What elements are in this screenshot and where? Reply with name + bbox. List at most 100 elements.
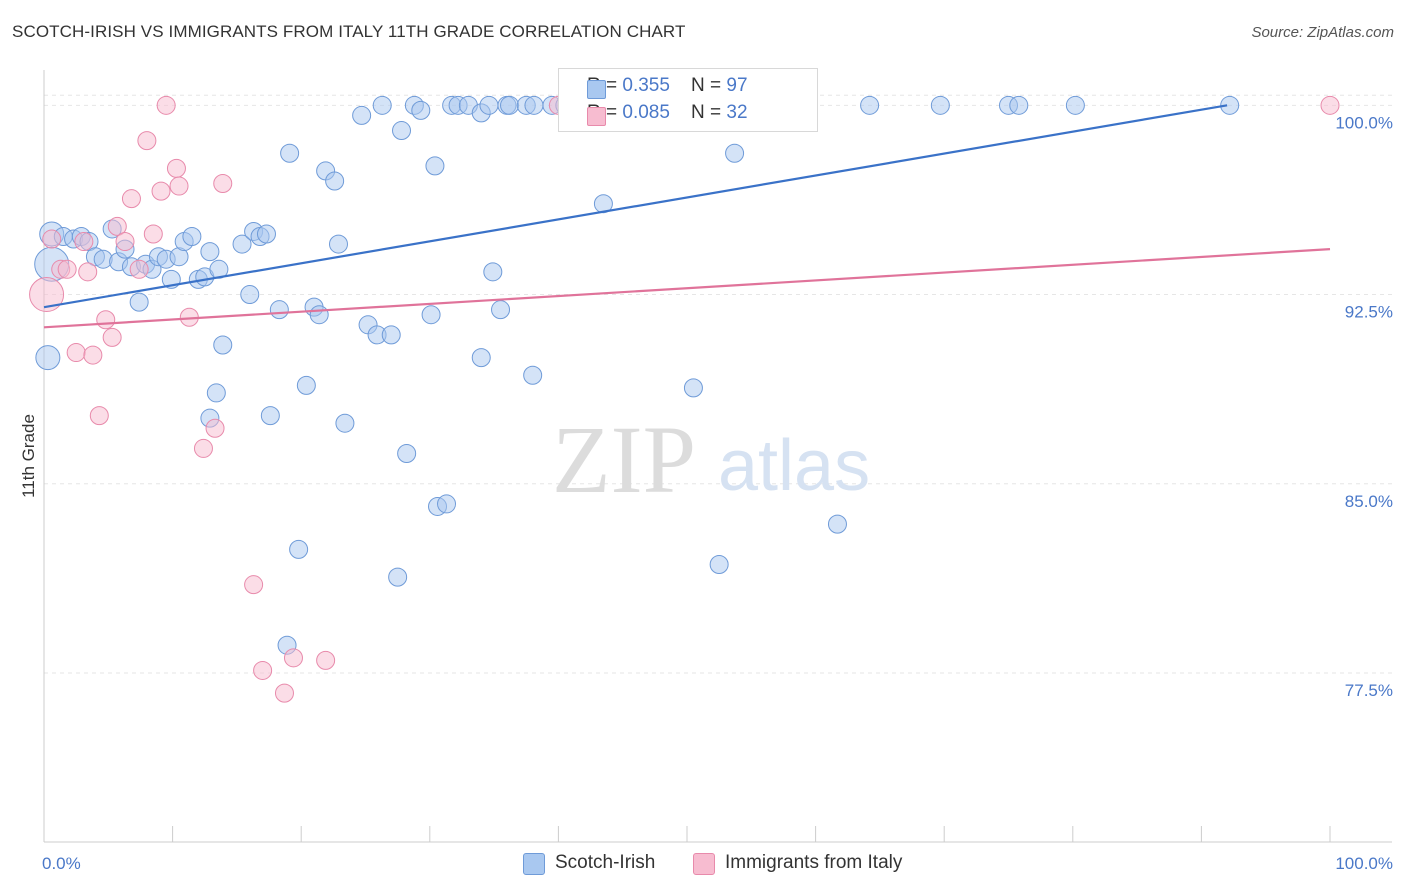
- trend-lines: [43, 104, 1331, 329]
- scotch-irish-point: [500, 95, 520, 115]
- scotch-irish-point: [524, 95, 544, 115]
- scotch-irish-point: [260, 406, 280, 426]
- italy-point: [115, 232, 135, 252]
- scotch-irish-point: [523, 365, 543, 385]
- italy-point: [129, 259, 149, 279]
- scotch-irish-point: [491, 300, 511, 320]
- scotch-irish-point: [425, 156, 445, 176]
- scotch-irish-point: [35, 345, 61, 371]
- scotch-irish-point: [437, 494, 457, 514]
- scotch-irish-point: [296, 375, 316, 395]
- scotch-irish-point: [325, 171, 345, 191]
- italy-point: [274, 683, 294, 703]
- watermark-zip: ZIP: [552, 406, 696, 513]
- italy-point: [169, 176, 189, 196]
- scotch-irish-point: [1009, 95, 1029, 115]
- axis-labels: 77.5% 85.0% 92.5% 100.0% 0.0% 100.0% 11th Grad…: [19, 113, 1393, 873]
- scotch-irish-point: [827, 514, 847, 534]
- scotch-irish-point: [328, 234, 348, 254]
- chart-title: SCOTCH-IRISH VS IMMIGRANTS FROM ITALY 11…: [12, 22, 686, 41]
- n-value: 32: [726, 102, 748, 123]
- scotch-irish-point: [421, 305, 441, 325]
- italy-point: [205, 418, 225, 438]
- scotch-irish-point: [860, 95, 880, 115]
- scotch-irish-point: [1065, 95, 1085, 115]
- italy-point: [57, 259, 77, 279]
- legend-label: Scotch-Irish: [555, 852, 656, 873]
- italy-point: [244, 575, 264, 595]
- italy-point: [151, 181, 171, 201]
- scotch-irish-point: [388, 567, 408, 587]
- scotch-irish-point: [411, 100, 431, 120]
- scotch-irish-point: [725, 143, 745, 163]
- scotch-irish-point: [709, 554, 729, 574]
- scotch-irish-point: [483, 262, 503, 282]
- italy-point: [107, 216, 127, 236]
- scotch-irish-point: [335, 413, 355, 433]
- y-tick-label: 92.5%: [1345, 303, 1393, 322]
- italy-legend-swatch: [693, 853, 715, 875]
- italy-point: [42, 229, 62, 249]
- watermark-atlas: atlas: [718, 426, 870, 506]
- scotch-irish-point: [479, 95, 499, 115]
- italy-point: [166, 158, 186, 178]
- stats-row-italy: R = 0.085 N = 32: [587, 102, 748, 126]
- scotch-irish-point: [129, 292, 149, 312]
- italy-point: [283, 648, 303, 668]
- scotch-irish-point: [471, 348, 491, 368]
- italy-point: [316, 650, 336, 670]
- n-label: N =: [691, 102, 727, 123]
- scotch-irish-point: [352, 105, 372, 125]
- italy-point: [83, 345, 103, 365]
- legend-label: Immigrants from Italy: [725, 852, 903, 873]
- scotch-irish-point: [381, 325, 401, 345]
- italy-point: [253, 660, 273, 680]
- italy-point: [66, 343, 86, 363]
- scotch-irish-point: [240, 285, 260, 305]
- scotch-irish-point: [213, 335, 233, 355]
- legend-item-italy: Immigrants from Italy: [693, 852, 903, 875]
- italy-point: [102, 327, 122, 347]
- scotch-irish-swatch: [587, 80, 606, 99]
- scotch-irish-point: [392, 121, 412, 141]
- y-tick-label: 85.0%: [1345, 492, 1393, 511]
- watermark: ZIP atlas: [552, 406, 870, 513]
- y-axis-label: 11th Grade: [19, 414, 38, 498]
- scotch-irish-point: [182, 227, 202, 247]
- scotch-irish-point: [200, 242, 220, 262]
- scotch-irish-point: [397, 443, 417, 463]
- italy-point: [78, 262, 98, 282]
- italy-point: [156, 95, 176, 115]
- stats-row-scotch-irish: R = 0.355 N = 97: [587, 75, 748, 99]
- italy-point: [193, 438, 213, 458]
- scotch-irish-point: [309, 305, 329, 325]
- x-tick-label: 0.0%: [42, 854, 81, 873]
- stats-legend: R = 0.355 N = 97 R = 0.085 N = 32: [558, 68, 818, 132]
- italy-point: [1320, 95, 1340, 115]
- x-tick-label: 100.0%: [1335, 854, 1393, 873]
- y-tick-label: 77.5%: [1345, 681, 1393, 700]
- legend-item-scotch-irish: Scotch-Irish: [523, 852, 656, 875]
- axes: [43, 70, 1392, 843]
- italy-point: [121, 189, 141, 209]
- scotch-irish-point: [232, 234, 252, 254]
- r-value: 0.355: [622, 75, 670, 96]
- scotch-irish-point: [256, 224, 276, 244]
- italy-point: [96, 310, 116, 330]
- italy-point: [137, 131, 157, 151]
- scotch-irish-legend-swatch: [523, 853, 545, 875]
- scotch-irish-point: [683, 378, 703, 398]
- n-value: 97: [726, 75, 748, 96]
- italy-trend-line: [43, 248, 1331, 329]
- source-label: Source: ZipAtlas.com: [1251, 24, 1394, 41]
- y-tick-label: 100.0%: [1335, 113, 1393, 132]
- italy-point: [29, 277, 65, 313]
- scotch-irish-point: [269, 300, 289, 320]
- italy-point: [143, 224, 163, 244]
- data-points: [29, 95, 1340, 703]
- r-value: 0.085: [622, 102, 670, 123]
- scotch-irish-point: [206, 383, 226, 403]
- scotch-irish-point: [372, 95, 392, 115]
- italy-point: [89, 406, 109, 426]
